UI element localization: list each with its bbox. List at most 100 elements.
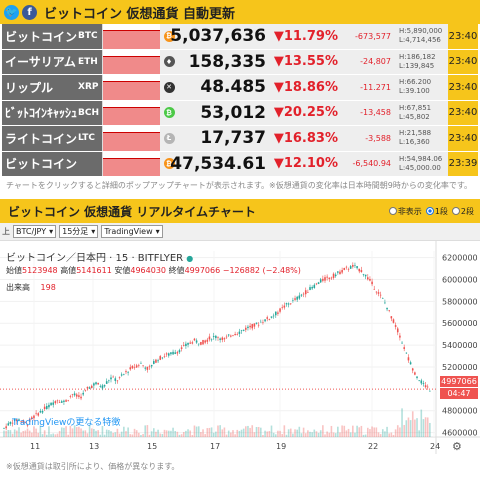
- sparkline-chart[interactable]: [102, 100, 160, 125]
- pair-select[interactable]: BTC/JPY ▾: [13, 225, 57, 238]
- volume-bar: [315, 431, 318, 437]
- coin-icon-cell: ✕: [160, 75, 178, 100]
- candle-body: [394, 325, 397, 327]
- sparkline-chart[interactable]: [102, 75, 160, 100]
- candle-body: [339, 271, 341, 275]
- candle-body: [78, 395, 80, 397]
- volume-bar: [364, 434, 367, 437]
- price-chart[interactable]: 6200000 6000000 5800000 5600000 5400000 52000…: [0, 241, 480, 454]
- candle-body: [69, 396, 72, 397]
- candle-body: [277, 312, 279, 314]
- volume-bar: [187, 429, 189, 437]
- volume-bar: [80, 428, 82, 437]
- ticker-row[interactable]: イーサリアム ETH ♦ 158,335 ▼13.55% -24,807 H:186,182…: [2, 49, 478, 75]
- candle-body: [272, 315, 275, 317]
- twitter-icon[interactable]: 🐦: [4, 4, 19, 20]
- price-tick-label: 5400000: [442, 341, 478, 350]
- volume-bar: [377, 432, 380, 437]
- volume-bar: [287, 429, 290, 437]
- footer-note: ※仮想通貨は取引所により、価格が異なります。: [6, 462, 180, 471]
- candle-body: [114, 378, 117, 381]
- volume-bar: [157, 429, 159, 437]
- volume-bar: [5, 430, 7, 437]
- volume-bar: [65, 426, 67, 437]
- coin-change: -6,540.94: [342, 151, 396, 176]
- display-radio-group: 非表示 1段 2段: [388, 206, 480, 217]
- candle-body: [283, 305, 286, 308]
- display-radio-option[interactable]: 2段: [451, 206, 474, 217]
- display-radio-option[interactable]: 非表示: [388, 206, 422, 217]
- volume-bar: [354, 432, 356, 437]
- volume-bar: [262, 434, 264, 437]
- volume-bar: [212, 432, 215, 437]
- candle-body: [197, 343, 200, 345]
- volume-bar: [206, 428, 209, 437]
- candle-body: [217, 337, 219, 338]
- volume-bar: [242, 428, 245, 437]
- volume-bar: [88, 425, 91, 437]
- candle-body: [185, 343, 187, 347]
- candle-body: [33, 415, 35, 419]
- volume-bar: [426, 417, 429, 437]
- volume-bar: [46, 434, 48, 437]
- sparkline-line: [103, 30, 160, 31]
- volume-bar: [86, 433, 89, 437]
- candle-body: [429, 390, 431, 392]
- volume-bar: [317, 432, 320, 437]
- volume-bar: [165, 430, 168, 437]
- ticker-row[interactable]: ビットコインUSD ₿47,534.61▼12.10%-6,540.94H:54,…: [2, 151, 478, 177]
- sparkline-chart[interactable]: [102, 151, 160, 176]
- candle-body: [264, 319, 266, 322]
- coin-symbol: XRP: [78, 75, 102, 100]
- volume-bar: [140, 434, 142, 437]
- candle-body: [354, 265, 356, 266]
- volume-bar: [90, 428, 93, 437]
- coin-percent-change: ▼13.55%: [270, 49, 342, 74]
- ticker-row[interactable]: リップル XRP ✕ 48.485 ▼18.86% -11.271 H:66.200 L:39…: [2, 75, 478, 101]
- display-radio-option[interactable]: 1段: [425, 206, 448, 217]
- volume-bar: [298, 426, 301, 437]
- date-tick-label: 19: [276, 442, 286, 451]
- volume-bar: [296, 429, 298, 437]
- candle-body: [362, 274, 365, 275]
- provider-select[interactable]: TradingView ▾: [101, 225, 163, 238]
- chevron-down-icon: ▾: [49, 227, 54, 236]
- volume-bar: [225, 434, 228, 437]
- interval-select[interactable]: 15分足 ▾: [59, 225, 99, 238]
- volume-bar: [99, 434, 102, 437]
- candle-body: [191, 342, 194, 344]
- bitcoin-icon: ₿: [163, 30, 175, 42]
- radio-button[interactable]: [388, 207, 397, 215]
- volume-bar: [69, 425, 72, 437]
- ticker-row[interactable]: ビットコイン BTC ₿ 5,037,636 ▼11.79% -673,577 H:5,89…: [2, 24, 478, 50]
- ticker-row[interactable]: ﾋﾞｯﾄｺｲﾝｷｬｯｼｭ BCH ₿ 53,012 ▼20.25% -13,458 H:67…: [2, 100, 478, 126]
- volume-bar: [347, 428, 350, 437]
- candle-body: [50, 402, 52, 406]
- facebook-icon[interactable]: f: [22, 4, 37, 20]
- candle-body: [388, 310, 390, 311]
- candle-body: [313, 284, 316, 288]
- volume-bar: [384, 431, 386, 437]
- ticker-row[interactable]: ライトコイン LTC Ł 17,737 ▼16.83% -3,588 H:21,588 L:1…: [2, 126, 478, 152]
- coin-icon-cell: ₿: [160, 24, 178, 49]
- chart-section-title: ビットコイン 仮想通貨 リアルタイムチャート: [8, 204, 256, 219]
- radio-button[interactable]: [451, 207, 460, 215]
- sparkline-chart[interactable]: [102, 49, 160, 74]
- candle-body: [170, 352, 172, 355]
- volume-bar: [221, 429, 224, 437]
- tradingview-link[interactable]: TradingViewの更なる特徴: [12, 418, 121, 428]
- radio-button[interactable]: [425, 207, 434, 215]
- volume-bar: [381, 429, 384, 437]
- candle-body: [298, 295, 301, 299]
- settings-gear-icon[interactable]: ⚙: [452, 440, 462, 453]
- price-chart-svg[interactable]: 6200000 6000000 5800000 5600000 5400000 52000…: [0, 241, 480, 454]
- sparkline-chart[interactable]: [102, 126, 160, 151]
- candle-body: [22, 420, 25, 422]
- candle-body: [159, 356, 162, 360]
- volume-bar: [200, 432, 202, 437]
- date-tick-label: 13: [89, 442, 99, 451]
- volume-bar: [127, 427, 129, 437]
- candle-body: [46, 406, 48, 409]
- candle-body: [65, 400, 67, 402]
- sparkline-chart[interactable]: [102, 24, 160, 49]
